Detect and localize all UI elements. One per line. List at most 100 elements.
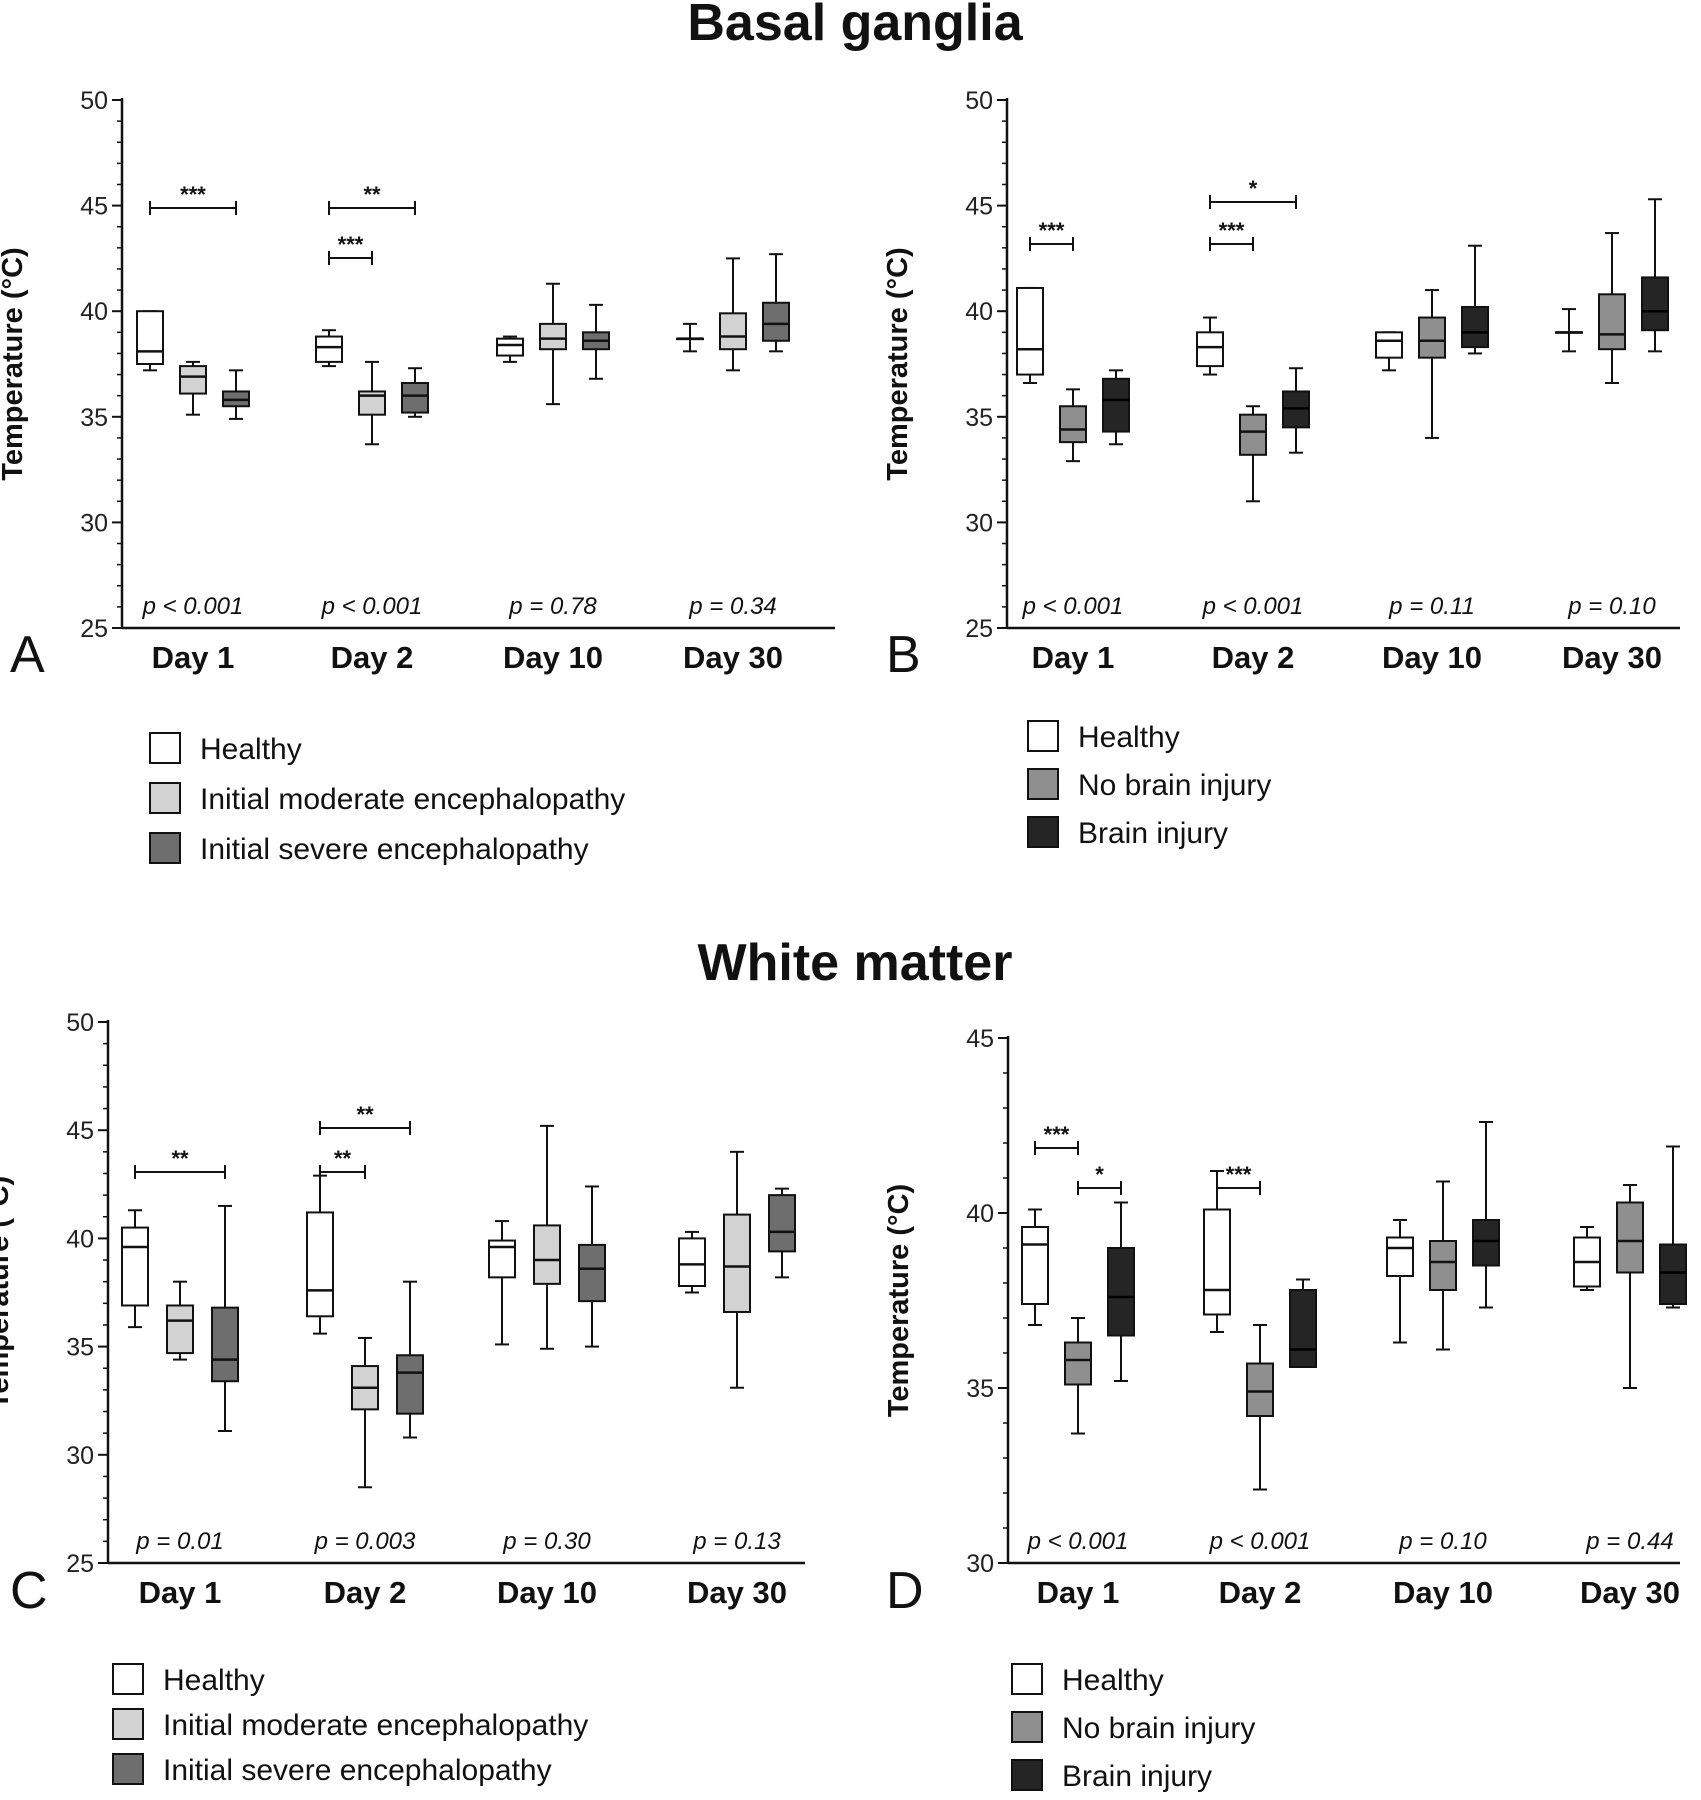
y-tick-label: 25 [66, 1550, 94, 1578]
panel-c: 25 30 35 40 45 50 Temperature (°C) Day 1 p = 0.0… [0, 1009, 805, 1787]
legend-swatch [1027, 768, 1059, 800]
box-plot [582, 303, 610, 380]
box-iqr [1289, 1289, 1317, 1368]
box-iqr [1016, 286, 1044, 376]
legend: Healthy Initial moderate encephalopathy In… [112, 1663, 588, 1787]
box-iqr [533, 1224, 561, 1285]
box-iqr [306, 1211, 334, 1318]
box-iqr [578, 1243, 606, 1303]
significance-label: *** [1039, 218, 1065, 243]
significance-bracket: *** [149, 182, 237, 215]
box-plot [1418, 289, 1446, 439]
panel-a: 25 30 35 40 45 50 Temperature (°C) Day 1 p < 0.0… [0, 87, 835, 866]
box-iqr [539, 322, 567, 351]
y-axis-label: Temperature (°C) [0, 247, 29, 480]
legend-label: Healthy [1062, 1664, 1164, 1697]
legend-swatch [1011, 1711, 1043, 1743]
y-axis-label: Temperature (°C) [882, 247, 914, 480]
box-iqr [396, 1354, 424, 1415]
box-iqr [719, 312, 747, 351]
legend-swatch [149, 782, 181, 814]
legend-label: Initial moderate encephalopathy [163, 1709, 588, 1742]
significance-bracket: *** [1209, 218, 1254, 251]
y-tick-label: 50 [80, 87, 108, 115]
box-iqr [1064, 1341, 1092, 1386]
box-plot [1555, 308, 1583, 353]
significance-label: *** [1044, 1122, 1070, 1147]
x-category-label: Day 2 [1219, 1575, 1302, 1610]
significance-label: *** [180, 182, 206, 207]
panel-b: 25 30 35 40 45 50 Temperature (°C) Day 1 p < 0.0… [882, 87, 1680, 850]
box-plot [358, 360, 386, 446]
panel-letter: D [886, 1562, 924, 1620]
box-iqr [1659, 1243, 1687, 1305]
box-plot [1203, 1170, 1231, 1333]
box-iqr [315, 335, 343, 363]
legend-label: No brain injury [1062, 1712, 1255, 1745]
p-value-label: p = 0.10 [1567, 593, 1656, 620]
box-plot [166, 1280, 194, 1361]
x-category-label: Day 30 [687, 1575, 787, 1610]
panel-letter: B [886, 626, 921, 684]
box-iqr [1246, 1362, 1274, 1417]
x-category-label: Day 30 [683, 640, 783, 675]
legend-swatch [112, 1708, 144, 1740]
significance-label: *** [1226, 1162, 1252, 1187]
y-tick-label: 45 [966, 1025, 994, 1053]
legend-swatch [1027, 816, 1059, 848]
box-iqr [211, 1306, 239, 1383]
box-plot [401, 367, 429, 418]
box-plot [1616, 1184, 1644, 1389]
legend-swatch [149, 732, 181, 764]
x-category-label: Day 10 [497, 1575, 597, 1610]
significance-bracket: ** [328, 182, 416, 215]
p-value-label: p < 0.001 [1027, 1528, 1129, 1555]
significance-label: * [1249, 176, 1258, 201]
box-iqr [1196, 331, 1224, 368]
box-iqr [166, 1304, 194, 1355]
significance-bracket: * [1077, 1162, 1122, 1195]
box-plot [396, 1280, 424, 1439]
box-iqr [358, 390, 386, 416]
box-plot [719, 257, 747, 372]
box-iqr [496, 337, 524, 357]
x-category-label: Day 2 [331, 640, 414, 675]
box-plot [762, 253, 790, 353]
x-category-label: Day 10 [1393, 1575, 1493, 1610]
significance-label: ** [171, 1146, 189, 1171]
box-iqr [179, 365, 207, 395]
x-category-label: Day 10 [1382, 640, 1482, 675]
x-category-label: Day 2 [324, 1575, 407, 1610]
box-plot [1102, 369, 1130, 446]
box-plot [1429, 1180, 1457, 1351]
x-category-label: Day 30 [1562, 640, 1662, 675]
p-value-label: p = 0.01 [135, 1528, 223, 1555]
p-value-label: p = 0.003 [314, 1528, 416, 1555]
box-plot [1461, 244, 1489, 355]
box-plot [488, 1220, 516, 1346]
box-plot [678, 1230, 706, 1294]
x-category-label: Day 1 [139, 1575, 222, 1610]
box-iqr [1375, 331, 1403, 359]
box-iqr [678, 1237, 706, 1288]
y-tick-label: 45 [66, 1117, 94, 1145]
box-plot [1573, 1226, 1601, 1291]
box-plot [1107, 1201, 1135, 1382]
x-category-label: Day 1 [152, 640, 235, 675]
box-plot [315, 329, 343, 368]
y-tick-label: 30 [965, 509, 993, 537]
legend: Healthy No brain injury Brain injury [1027, 720, 1271, 850]
box-plot [1196, 316, 1224, 376]
y-tick-label: 30 [966, 1550, 994, 1578]
y-tick-label: 25 [965, 615, 993, 643]
y-tick-label: 40 [80, 298, 108, 326]
p-value-label: p = 0.30 [502, 1528, 591, 1555]
box-plot [1246, 1324, 1274, 1491]
p-value-label: p < 0.001 [321, 593, 423, 620]
legend-label: Initial moderate encephalopathy [200, 783, 625, 816]
significance-bracket: *** [1029, 218, 1074, 251]
box-plot [222, 369, 250, 420]
p-value-label: p = 0.10 [1398, 1528, 1487, 1555]
box-plot [1282, 367, 1310, 454]
